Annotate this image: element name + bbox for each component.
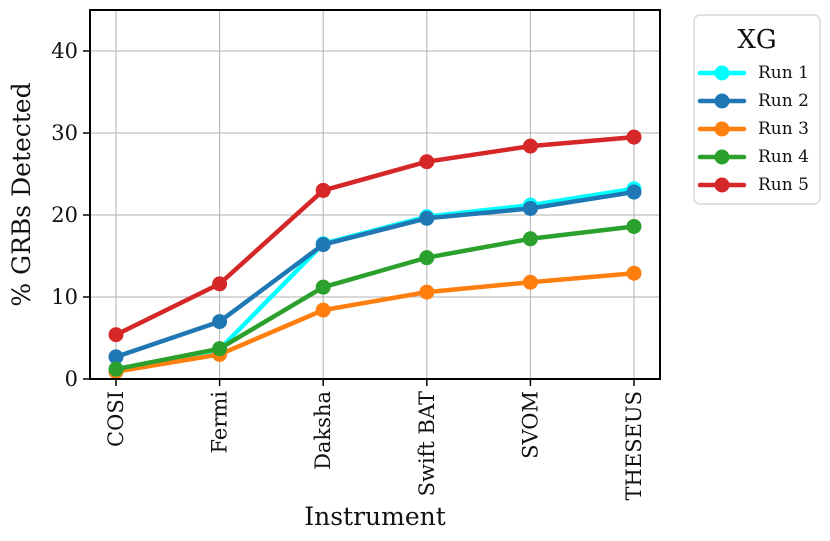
grid-lines (90, 10, 660, 380)
legend-item: Run 2 (697, 91, 809, 111)
legend-item: Run 5 (697, 175, 809, 195)
legend-title: XG (737, 25, 776, 55)
data-point (522, 231, 538, 247)
data-point (419, 154, 435, 170)
legend-swatch-marker (714, 177, 730, 193)
axes: COSI Fermi Daksha Swift BAT SVOM THESEUS 0 10 20… (51, 39, 646, 500)
data-point (212, 314, 228, 330)
data-point (626, 265, 642, 281)
data-point (108, 349, 124, 365)
y-tick-label: 20 (51, 203, 78, 227)
legend-swatch-marker (714, 65, 730, 81)
series-line (113, 134, 637, 337)
data-point (626, 184, 642, 200)
y-tick-label: 40 (51, 39, 78, 63)
legend-swatch-marker (714, 121, 730, 137)
legend-label: Run 2 (758, 91, 809, 111)
data-point (315, 279, 331, 295)
legend-swatch-marker (714, 149, 730, 165)
series-line (113, 270, 637, 374)
x-tick-label: Swift BAT (415, 391, 439, 496)
series-line (113, 224, 637, 372)
legend-swatch-marker (714, 93, 730, 109)
data-point (212, 341, 228, 357)
legend-item: Run 3 (697, 119, 809, 139)
y-axis-title: % GRBs Detected (7, 82, 36, 306)
series-run-2 (108, 184, 642, 365)
legend-items: Run 1 Run 2 Run 3 Run 4 Run 5 (697, 63, 809, 195)
data-point (522, 274, 538, 290)
legend-label: Run 1 (758, 63, 809, 83)
data-point (419, 210, 435, 226)
data-point (522, 200, 538, 216)
legend-label: Run 5 (758, 175, 809, 195)
data-point (626, 129, 642, 145)
legend: XG Run 1 Run 2 Run 3 Run 4 Run 5 (693, 14, 821, 205)
legend-label: Run 4 (758, 147, 809, 167)
legend-item: Run 1 (697, 63, 809, 83)
data-point (315, 182, 331, 198)
legend-item: Run 4 (697, 147, 809, 167)
data-point (419, 250, 435, 266)
x-tick-label: THESEUS (622, 391, 646, 500)
series-run-3 (108, 265, 642, 380)
x-tick-label: Fermi (208, 391, 232, 454)
data-point (626, 218, 642, 234)
data-point (315, 302, 331, 318)
x-tick-label: SVOM (518, 391, 542, 459)
y-tick-label: 0 (65, 367, 78, 391)
series-run-4 (108, 218, 642, 377)
data-point (522, 138, 538, 154)
x-tick-label: Daksha (311, 391, 335, 470)
y-tick-label: 30 (51, 121, 78, 145)
x-tick-label: COSI (104, 391, 128, 447)
legend-label: Run 3 (758, 119, 809, 139)
x-axis-title: Instrument (304, 502, 446, 531)
series-run-5 (108, 129, 642, 343)
data-point (315, 237, 331, 253)
data-point (419, 284, 435, 300)
plot-frame (89, 9, 661, 380)
y-tick-label: 10 (51, 285, 78, 309)
series-line (113, 189, 637, 360)
data-point (108, 361, 124, 377)
series-layer (108, 129, 642, 380)
data-point (108, 327, 124, 343)
data-point (212, 276, 228, 292)
